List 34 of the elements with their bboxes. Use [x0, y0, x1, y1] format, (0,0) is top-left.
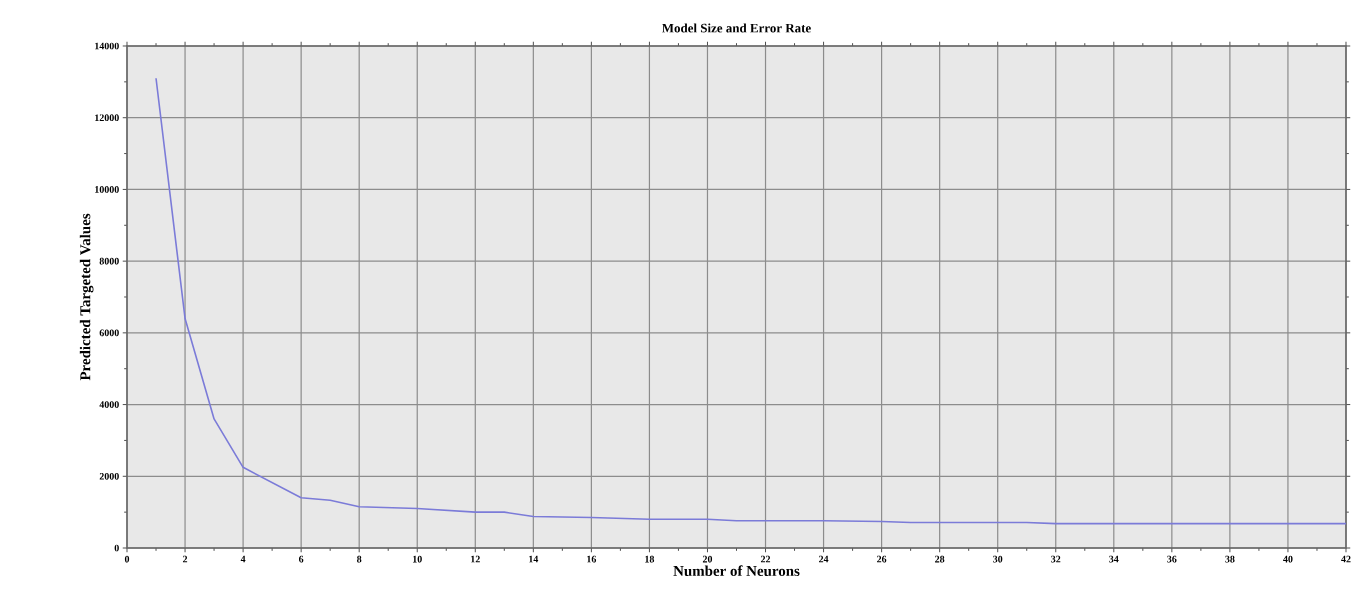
y-tick-label: 6000 — [99, 329, 119, 337]
chart-title: Model Size and Error Rate — [662, 23, 811, 33]
y-tick-label: 2000 — [99, 472, 119, 480]
x-tick-label: 6 — [299, 555, 304, 563]
x-tick-label: 18 — [645, 555, 655, 563]
x-tick-label: 42 — [1341, 555, 1351, 563]
x-tick-label: 34 — [1109, 555, 1119, 563]
x-tick-label: 36 — [1167, 555, 1177, 563]
x-tick-label: 2 — [182, 555, 188, 563]
y-tick-label: 4000 — [99, 401, 119, 408]
x-tick-label: 24 — [819, 555, 829, 563]
x-tick-label: 28 — [935, 555, 945, 563]
line-series — [155, 77, 1347, 525]
x-tick-label: 40 — [1283, 555, 1293, 563]
x-tick-label: 16 — [587, 555, 597, 563]
x-axis-title: Number of Neurons — [673, 565, 800, 577]
y-axis-title: Predicted Targeted Values — [79, 213, 94, 381]
y-tick-label: 0 — [114, 544, 119, 552]
x-tick-label: 14 — [529, 555, 539, 563]
y-tick-label: 14000 — [95, 42, 119, 50]
x-tick-label: 4 — [240, 555, 246, 563]
x-tick-label: 32 — [1051, 555, 1061, 563]
y-tick-label: 12000 — [95, 114, 119, 122]
x-tick-label: 10 — [413, 555, 422, 563]
x-tick-label: 12 — [471, 555, 480, 563]
x-tick-label: 0 — [124, 555, 130, 563]
x-tick-label: 8 — [357, 555, 362, 563]
x-tick-label: 20 — [702, 555, 713, 563]
x-tick-label: 26 — [877, 555, 887, 563]
x-tick-label: 30 — [993, 555, 1003, 563]
x-tick-label: 38 — [1225, 555, 1235, 563]
y-tick-label: 10000 — [95, 186, 119, 193]
x-tick-label: 22 — [760, 555, 771, 563]
y-tick-label: 8000 — [99, 257, 119, 265]
